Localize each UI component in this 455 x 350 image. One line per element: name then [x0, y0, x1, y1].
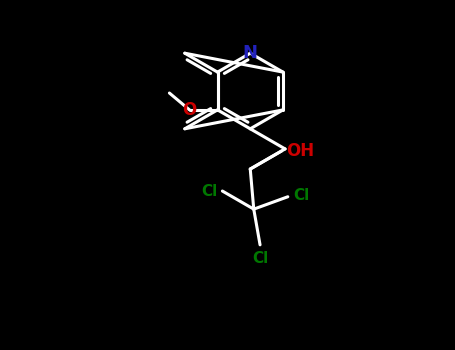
Text: OH: OH	[286, 142, 314, 160]
Text: Cl: Cl	[201, 183, 217, 198]
Text: O: O	[182, 101, 197, 119]
Text: Cl: Cl	[293, 188, 309, 203]
Text: Cl: Cl	[252, 251, 268, 266]
Text: N: N	[243, 44, 258, 62]
